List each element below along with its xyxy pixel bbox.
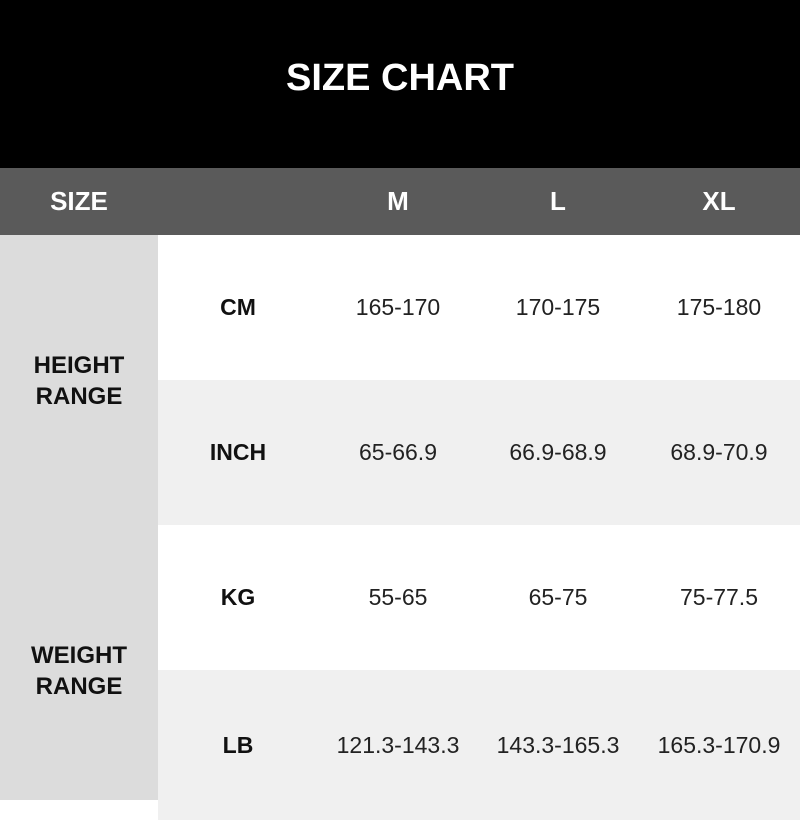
table-row: KG 55-65 65-75 75-77.5	[158, 525, 800, 670]
weight-range-label: WEIGHT RANGE	[0, 640, 158, 702]
size-header: SIZE	[50, 186, 108, 216]
value-cell: 65-66.9	[358, 439, 437, 465]
table-row: INCH 65-66.9 66.9-68.9 68.9-70.9	[158, 380, 800, 525]
value-cell: 68.9-70.9	[670, 439, 768, 465]
title-bar: SIZE CHART	[0, 0, 800, 168]
value-cell: 165-170	[355, 294, 441, 320]
table-row: LB 121.3-143.3 143.3-165.3 165.3-170.9	[158, 670, 800, 820]
unit-cell: KG	[220, 584, 256, 610]
size-xl-header: XL	[702, 186, 736, 216]
group-label-line: RANGE	[35, 673, 123, 700]
group-label-line: RANGE	[35, 383, 123, 410]
value-cell: 175-180	[676, 294, 762, 320]
size-m-header: M	[387, 186, 409, 216]
value-cell: 66.9-68.9	[509, 439, 607, 465]
value-cell: 170-175	[515, 294, 601, 320]
value-cell: 55-65	[368, 584, 428, 610]
group-column: HEIGHT RANGE WEIGHT RANGE	[0, 235, 158, 800]
value-cell: 65-75	[528, 584, 588, 610]
header-row: SIZE M L XL	[0, 168, 800, 235]
group-label-line: HEIGHT	[33, 352, 125, 379]
page-title: SIZE CHART	[286, 56, 514, 99]
value-cell: 75-77.5	[679, 584, 758, 610]
height-range-label: HEIGHT RANGE	[0, 350, 158, 412]
size-l-header: L	[550, 186, 566, 216]
table-row: CM 165-170 170-175 175-180	[158, 235, 800, 380]
value-cell: 121.3-143.3	[336, 731, 460, 758]
value-cell: 165.3-170.9	[657, 731, 781, 758]
unit-cell: CM	[220, 294, 256, 320]
group-label-line: WEIGHT	[31, 642, 127, 669]
unit-cell: LB	[222, 731, 254, 758]
unit-cell: INCH	[209, 439, 267, 465]
value-cell: 143.3-165.3	[496, 731, 620, 758]
